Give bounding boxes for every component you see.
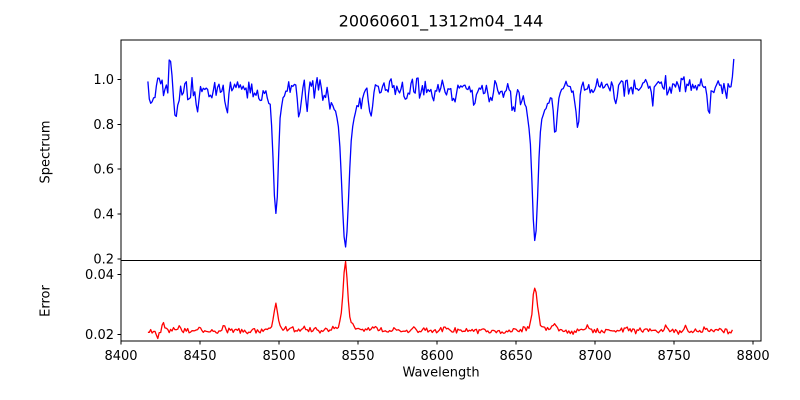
- x-tick-label: 8600: [421, 349, 454, 364]
- x-tick-label: 8700: [579, 349, 612, 364]
- x-tick-label: 8750: [658, 349, 691, 364]
- chart-title: 20060601_1312m04_144: [338, 11, 544, 31]
- spectrum-y-tick-label: 0.4: [93, 208, 114, 223]
- spectrum-y-tick-label: 0.2: [93, 253, 114, 268]
- x-tick-label: 8450: [183, 349, 216, 364]
- error-axes-box: [120, 260, 762, 342]
- spectrum-y-tick-label: 0.6: [93, 163, 114, 178]
- x-tick-label: 8650: [500, 349, 533, 364]
- spectrum-y-tick-label: 1.0: [93, 73, 114, 88]
- x-tick-label: 8550: [341, 349, 374, 364]
- error-y-tick-label: 0.04: [85, 268, 114, 283]
- spectrum-axes-box: [120, 39, 762, 261]
- x-tick-label: 8800: [737, 349, 770, 364]
- x-tick-label: 8400: [104, 349, 137, 364]
- x-axis-label: Wavelength: [402, 365, 480, 381]
- error-line: [147, 260, 733, 340]
- error-y-tick-label: 0.02: [85, 328, 114, 343]
- x-tick-label: 8500: [262, 349, 295, 364]
- spectrum-line: [147, 58, 735, 248]
- spectrum-y-tick-label: 0.8: [93, 118, 114, 133]
